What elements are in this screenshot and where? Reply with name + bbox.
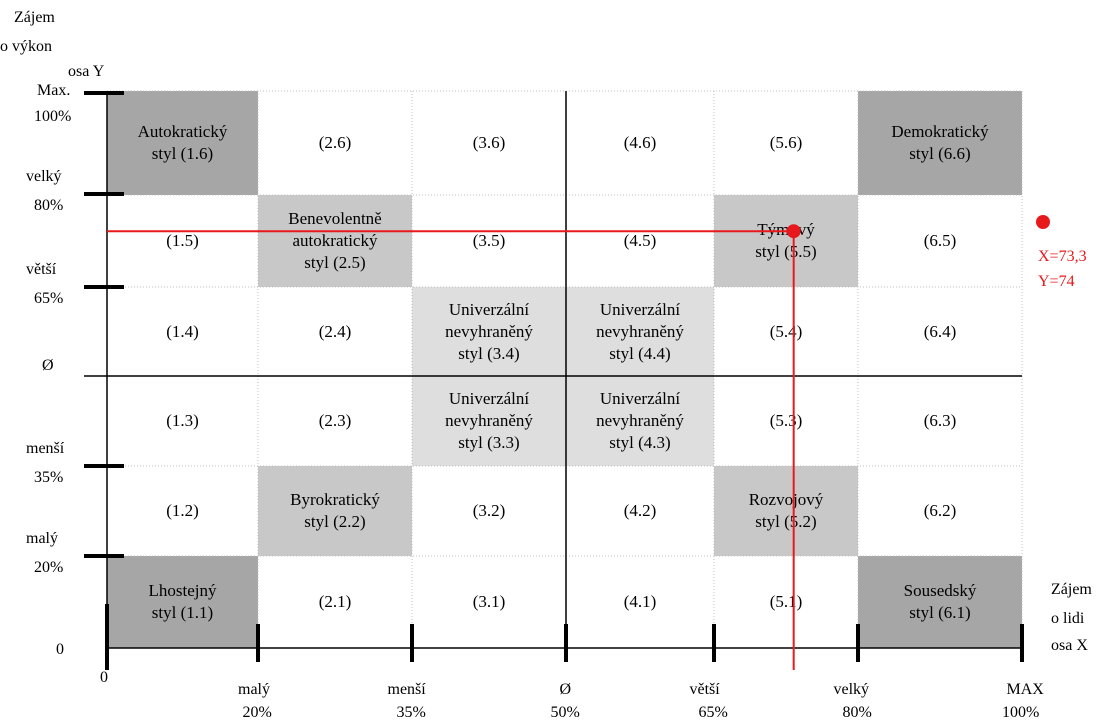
grid-cell: (1.5) xyxy=(107,195,258,287)
x-axis-title-line2: o lidi xyxy=(1051,610,1085,627)
y-tick-value: 100% xyxy=(34,108,72,125)
x-tick-word: Ø xyxy=(559,681,572,698)
marker-point xyxy=(786,224,801,239)
y-tick-word: Max. xyxy=(37,82,71,99)
grid-cell: (3.2) xyxy=(412,466,566,556)
grid-cell: (6.2) xyxy=(858,466,1022,556)
x-tick-word: větší xyxy=(689,681,720,698)
x-tick-word: velký xyxy=(833,681,870,698)
x-tick-word: malý xyxy=(238,681,270,698)
grid-cell: (3.1) xyxy=(412,556,566,648)
grid-cell: (4.5) xyxy=(566,195,714,287)
grid-cell: Demokratický styl (6.6) xyxy=(858,91,1022,195)
grid-cell: (6.5) xyxy=(858,195,1022,287)
y-axis-name: osa Y xyxy=(68,63,105,80)
y-tick-value: 35% xyxy=(34,469,64,486)
marker-legend-dot xyxy=(1036,215,1050,229)
x-tick-value: 65% xyxy=(698,704,728,721)
y-tick-word: menší xyxy=(26,440,65,457)
y-tick-word: malý xyxy=(26,530,58,547)
grid-cell: (2.3) xyxy=(258,376,412,466)
y-axis-title-line1: Zájem xyxy=(14,9,55,26)
grid-cell: Univerzální nevyhraněný styl (4.4) xyxy=(566,287,714,376)
marker-label-x: X=73,3 xyxy=(1038,248,1087,265)
y-tick-word: velký xyxy=(26,168,62,185)
grid-cell: Lhostejný styl (1.1) xyxy=(107,556,258,648)
x-tick-value: 35% xyxy=(396,704,426,721)
x-tick-word: menší xyxy=(387,681,426,698)
y-tick-word: větší xyxy=(26,261,57,278)
grid-cell: Univerzální nevyhraněný styl (3.3) xyxy=(412,376,566,466)
y-tick-value: Ø xyxy=(42,357,54,374)
y-axis-title-line2: o výkon xyxy=(0,38,52,55)
y-tick-value: 0 xyxy=(56,641,64,658)
x-tick-value: 80% xyxy=(842,704,872,721)
x-tick-word: MAX xyxy=(1006,681,1044,698)
grid-cell: Univerzální nevyhraněný styl (3.4) xyxy=(412,287,566,376)
grid-cell: (1.4) xyxy=(107,287,258,376)
grid-cell: (5.4) xyxy=(714,287,858,376)
x-tick-value: 0 xyxy=(100,669,108,686)
grid-cell: (4.2) xyxy=(566,466,714,556)
grid-cell: Autokratický styl (1.6) xyxy=(107,91,258,195)
grid-cell: (1.2) xyxy=(107,466,258,556)
grid-cell: Byrokratický styl (2.2) xyxy=(258,466,412,556)
grid-cell: Benevolentně autokratický styl (2.5) xyxy=(258,195,412,287)
grid-cell: Rozvojový styl (5.2) xyxy=(714,466,858,556)
grid-cell: (6.4) xyxy=(858,287,1022,376)
grid-cell: (5.6) xyxy=(714,91,858,195)
grid-cell: (3.6) xyxy=(412,91,566,195)
grid-cell: (6.3) xyxy=(858,376,1022,466)
grid-cell: (2.1) xyxy=(258,556,412,648)
x-tick-value: 100% xyxy=(1002,704,1040,721)
y-tick-value: 80% xyxy=(34,197,64,214)
grid-cell: Týmový styl (5.5) xyxy=(714,195,858,287)
y-tick-value: 65% xyxy=(34,290,64,307)
grid-cell: (4.6) xyxy=(566,91,714,195)
grid-cell: (3.5) xyxy=(412,195,566,287)
grid-cell: Univerzální nevyhraněný styl (4.3) xyxy=(566,376,714,466)
y-tick-value: 20% xyxy=(34,559,64,576)
grid-cell: Sousedský styl (6.1) xyxy=(858,556,1022,648)
grid-cell: (4.1) xyxy=(566,556,714,648)
x-axis-title-line1: Zájem xyxy=(1051,581,1092,598)
grid-cell: (2.4) xyxy=(258,287,412,376)
grid-cell: (1.3) xyxy=(107,376,258,466)
grid-cell: (2.6) xyxy=(258,91,412,195)
marker-label-y: Y=74 xyxy=(1038,273,1075,290)
x-axis-name: osa X xyxy=(1051,637,1088,654)
grid-cell: (5.1) xyxy=(714,556,858,648)
x-tick-value: 20% xyxy=(242,704,272,721)
x-tick-value: 50% xyxy=(550,704,580,721)
